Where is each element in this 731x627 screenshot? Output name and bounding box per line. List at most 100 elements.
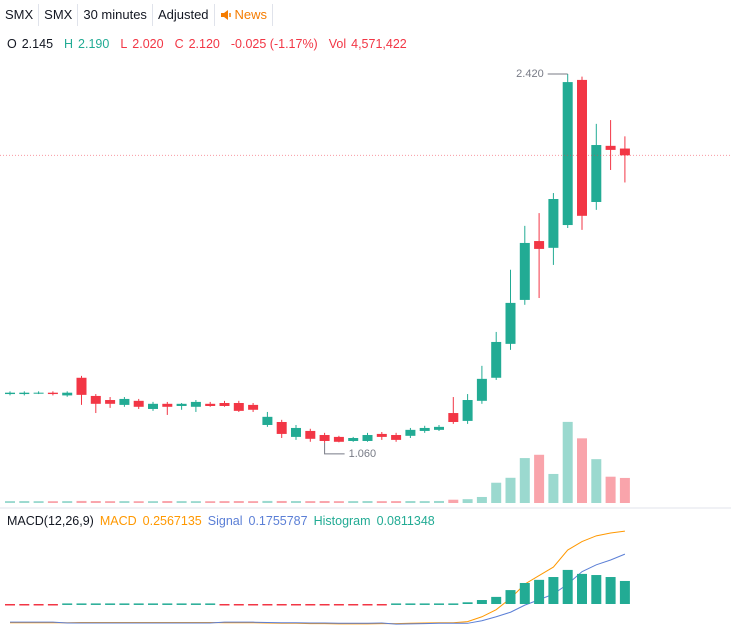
macd-legend: MACD(12,26,9) MACD 0.2567135 Signal 0.17… xyxy=(7,514,435,528)
candle-body xyxy=(248,404,259,410)
signal-value: 0.1755787 xyxy=(248,514,308,528)
histogram-bar xyxy=(448,603,459,605)
volume-bar xyxy=(305,501,316,503)
histogram-bar xyxy=(291,603,301,606)
volume-bar xyxy=(276,500,287,503)
candle-body xyxy=(348,437,359,441)
candle-body xyxy=(176,403,187,406)
low-label: 1.060 xyxy=(349,448,377,460)
candle-body xyxy=(148,403,158,409)
histogram-bar xyxy=(205,603,216,605)
candle-body xyxy=(491,341,502,378)
volume-label: Vol xyxy=(328,37,347,51)
candle-body xyxy=(333,436,344,442)
histogram-bar xyxy=(462,602,473,604)
candle-body xyxy=(519,242,530,300)
histogram-bar xyxy=(105,603,116,605)
histogram-bar xyxy=(76,603,87,605)
candle-body xyxy=(319,435,330,441)
candle-body xyxy=(376,433,387,437)
volume-bar xyxy=(591,459,602,503)
candle-body xyxy=(205,403,216,406)
histogram-bar xyxy=(591,575,602,604)
candle-body xyxy=(505,302,516,344)
volume-bar xyxy=(148,501,158,503)
volume-bar xyxy=(19,501,30,503)
macd-title: MACD(12,26,9) xyxy=(7,514,94,528)
volume-bar xyxy=(534,454,545,503)
histogram-bar xyxy=(548,577,559,604)
histogram-bar xyxy=(276,603,287,606)
volume-bar xyxy=(319,501,330,503)
volume-bar xyxy=(519,458,530,503)
candle-body xyxy=(133,400,144,407)
histogram-bar xyxy=(405,603,416,605)
volume-bar xyxy=(333,501,344,503)
histogram-bar xyxy=(248,603,259,606)
candle-body xyxy=(434,426,444,430)
candle-body xyxy=(405,429,416,436)
volume-bar xyxy=(133,501,144,503)
change-value: -0.025 (-1.17%) xyxy=(230,37,318,51)
candle-body xyxy=(291,427,301,437)
histogram-bar xyxy=(176,603,187,605)
volume-bar xyxy=(262,500,273,503)
compare-button[interactable]: SMX xyxy=(39,4,79,26)
low-value: 2.020 xyxy=(132,37,164,51)
histogram-bar xyxy=(619,580,630,604)
histogram-bar xyxy=(5,603,15,606)
histogram-bar xyxy=(376,603,387,606)
volume-bar xyxy=(462,499,473,503)
volume-bar xyxy=(405,501,416,503)
histogram-bar xyxy=(476,600,487,604)
histogram-bar xyxy=(33,603,44,606)
open-label: O xyxy=(7,37,17,51)
candle-body xyxy=(534,241,545,249)
volume-bar xyxy=(291,501,301,503)
volume-bar xyxy=(190,501,201,503)
volume-bar xyxy=(448,499,459,503)
macd-line xyxy=(10,530,625,625)
candle-body xyxy=(19,392,30,395)
volume-bar xyxy=(491,482,502,503)
adjustment-button[interactable]: Adjusted xyxy=(153,4,215,26)
histogram-bar xyxy=(348,603,359,606)
candle-body xyxy=(476,378,487,401)
volume-bar xyxy=(548,473,559,503)
histogram-bar xyxy=(577,573,587,604)
histogram-bar xyxy=(362,603,373,606)
interval-button[interactable]: 30 minutes xyxy=(78,4,153,26)
volume-bar xyxy=(162,501,173,503)
symbol-button[interactable]: SMX xyxy=(0,4,40,26)
histogram-bar xyxy=(90,603,101,605)
volume-bar xyxy=(505,477,516,503)
volume-bar xyxy=(90,501,101,503)
candle-body xyxy=(305,430,316,439)
volume-bar xyxy=(562,421,573,503)
volume-bar xyxy=(348,501,359,503)
histogram-bar xyxy=(605,577,616,604)
histogram-bar xyxy=(391,603,402,605)
volume-bar xyxy=(376,501,387,503)
candle-body xyxy=(105,400,116,404)
high-value: 2.190 xyxy=(78,37,110,51)
volume-bar xyxy=(419,501,430,503)
news-label: News xyxy=(234,7,268,22)
macd-line xyxy=(10,553,626,625)
candle-body xyxy=(219,403,230,406)
candle-body xyxy=(462,400,473,421)
news-button[interactable]: News xyxy=(215,4,274,26)
candle-body xyxy=(190,401,201,407)
histogram-bar xyxy=(19,603,30,606)
histogram-bar xyxy=(333,603,344,606)
histogram-bar xyxy=(434,603,444,605)
volume-bar xyxy=(577,438,587,503)
candle-body xyxy=(562,82,573,226)
volume-bar xyxy=(391,501,402,503)
candle-body xyxy=(162,403,173,407)
high-label: H xyxy=(64,37,74,51)
candle-body xyxy=(47,392,58,395)
histogram-bar xyxy=(534,579,545,604)
